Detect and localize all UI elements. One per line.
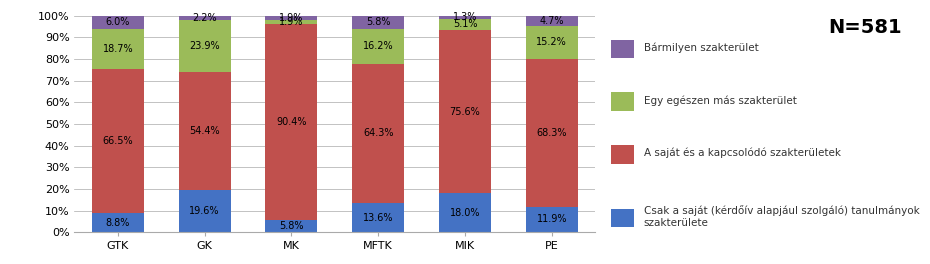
Bar xyxy=(179,72,231,190)
Text: 1.9%: 1.9% xyxy=(279,13,303,23)
FancyBboxPatch shape xyxy=(611,92,634,111)
Text: 16.2%: 16.2% xyxy=(363,41,393,51)
Text: 8.8%: 8.8% xyxy=(106,218,130,228)
Bar xyxy=(265,16,317,20)
Bar xyxy=(439,193,491,232)
Text: N=581: N=581 xyxy=(829,18,902,37)
Text: 64.3%: 64.3% xyxy=(363,128,393,138)
FancyBboxPatch shape xyxy=(611,40,634,58)
Text: 5.8%: 5.8% xyxy=(365,17,391,27)
Bar xyxy=(352,16,405,29)
Text: 68.3%: 68.3% xyxy=(537,128,567,138)
Bar xyxy=(352,64,405,203)
Bar xyxy=(352,29,405,64)
Text: 19.6%: 19.6% xyxy=(190,206,219,216)
Bar xyxy=(439,30,491,193)
Text: 5.8%: 5.8% xyxy=(279,221,304,231)
Bar xyxy=(439,19,491,30)
Text: 5.1%: 5.1% xyxy=(453,19,477,29)
Text: 1.9%: 1.9% xyxy=(279,17,303,27)
Text: Bármilyen szakterület: Bármilyen szakterület xyxy=(644,42,758,53)
Text: Egy egészen más szakterület: Egy egészen más szakterület xyxy=(644,95,796,106)
Bar xyxy=(265,220,317,232)
Bar xyxy=(525,206,578,232)
Bar xyxy=(179,20,231,72)
Text: 4.7%: 4.7% xyxy=(539,16,565,26)
Text: 75.6%: 75.6% xyxy=(449,107,481,116)
Text: A saját és a kapcsolódó szakterületek: A saját és a kapcsolódó szakterületek xyxy=(644,148,841,158)
Bar xyxy=(92,213,144,232)
Text: Csak a saját (kérdőív alapjául szolgáló) tanulmányok
szakterülete: Csak a saját (kérdőív alapjául szolgáló)… xyxy=(644,205,920,228)
Text: 66.5%: 66.5% xyxy=(102,136,133,146)
Text: 23.9%: 23.9% xyxy=(190,41,219,51)
Text: 18.0%: 18.0% xyxy=(450,208,480,218)
Bar xyxy=(179,16,231,20)
Text: 18.7%: 18.7% xyxy=(102,44,133,54)
Bar xyxy=(92,29,144,69)
Text: 11.9%: 11.9% xyxy=(537,214,567,224)
Bar xyxy=(265,20,317,24)
Text: 6.0%: 6.0% xyxy=(106,17,130,27)
Bar xyxy=(92,69,144,213)
Text: 54.4%: 54.4% xyxy=(190,126,219,136)
Bar xyxy=(525,16,578,26)
Text: 13.6%: 13.6% xyxy=(363,213,393,223)
Bar xyxy=(352,203,405,232)
Text: 15.2%: 15.2% xyxy=(537,37,567,47)
Bar xyxy=(92,16,144,29)
FancyBboxPatch shape xyxy=(611,145,634,164)
Text: 1.3%: 1.3% xyxy=(453,12,477,22)
Bar xyxy=(179,190,231,232)
Bar xyxy=(265,24,317,220)
Text: 90.4%: 90.4% xyxy=(276,117,307,127)
Bar xyxy=(525,26,578,59)
Text: 2.2%: 2.2% xyxy=(193,13,217,23)
Bar xyxy=(525,59,578,206)
FancyBboxPatch shape xyxy=(611,209,634,227)
Bar xyxy=(439,16,491,19)
